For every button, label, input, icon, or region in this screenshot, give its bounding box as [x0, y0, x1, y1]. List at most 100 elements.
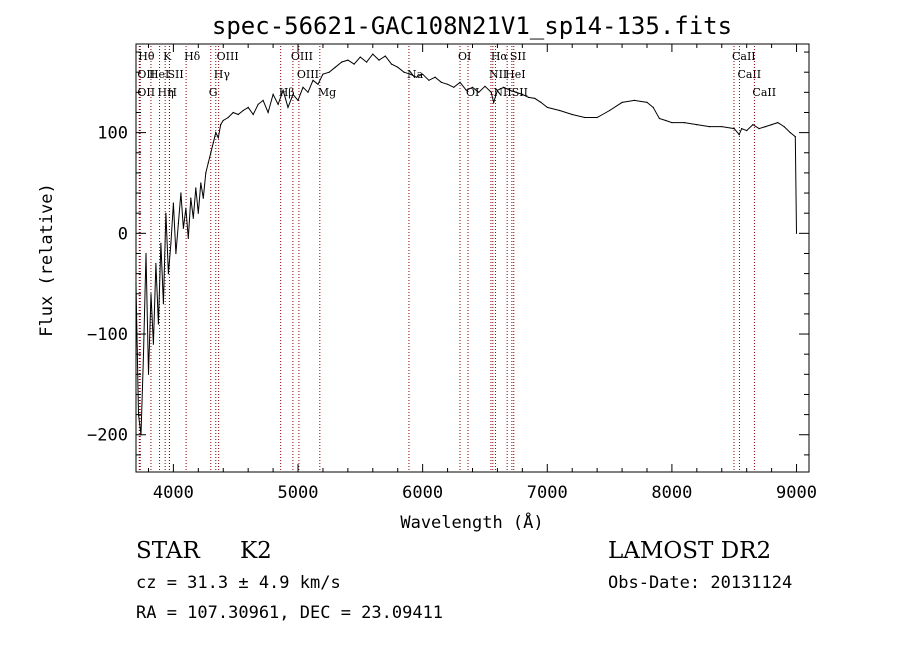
y-axis: −200 −100 0 100	[87, 51, 809, 456]
y-axis-label: Flux (relative)	[37, 183, 57, 337]
data-point	[207, 162, 209, 164]
data-point	[528, 96, 530, 98]
data-point	[262, 99, 264, 101]
x-tick-label: 6000	[402, 483, 443, 503]
data-point	[794, 136, 796, 138]
line-marker-label: H	[167, 86, 177, 99]
line-marker-label: Hη	[158, 86, 174, 99]
line-marker-label: SII	[512, 86, 528, 99]
data-point	[317, 83, 319, 85]
data-point	[758, 128, 760, 130]
data-point	[302, 86, 304, 88]
data-point	[696, 124, 698, 126]
observation-date: Obs-Date: 20131124	[608, 573, 793, 593]
x-tick-label: 7000	[527, 483, 568, 503]
object-class: STAR	[136, 538, 200, 564]
data-point	[145, 252, 147, 255]
line-marker-label: OIII	[297, 68, 319, 81]
data-point	[459, 81, 461, 83]
data-point	[540, 101, 542, 103]
data-point	[415, 76, 417, 78]
data-point	[287, 106, 289, 108]
data-point	[353, 63, 355, 65]
data-point	[170, 242, 172, 244]
data-point	[180, 192, 182, 194]
data-point	[247, 106, 249, 108]
spectrum-line	[135, 53, 797, 435]
data-point	[390, 63, 393, 65]
line-marker-label: Mg	[318, 86, 336, 99]
data-point	[509, 89, 511, 91]
y-tick-label: −100	[87, 325, 128, 345]
x-axis-label: Wavelength (Å)	[400, 511, 543, 533]
x-axis: 4000 5000 6000 7000 8000 9000	[147, 44, 817, 503]
data-point	[252, 113, 254, 116]
data-point	[652, 106, 654, 108]
chart-title: spec-56621-GAC108N21V1_sp14-135.fits	[212, 12, 732, 40]
line-marker-label: K	[163, 50, 172, 63]
data-point	[515, 91, 517, 93]
data-point	[771, 124, 773, 126]
data-point	[671, 122, 673, 124]
data-point	[708, 126, 710, 128]
data-point	[190, 197, 192, 199]
data-point	[147, 373, 150, 375]
data-point	[738, 134, 740, 136]
data-point	[202, 197, 204, 199]
y-tick-label: 100	[97, 124, 128, 144]
data-point	[596, 116, 598, 119]
data-point	[237, 113, 239, 116]
line-marker-label: SII	[510, 50, 526, 63]
data-point	[471, 86, 474, 88]
data-point	[409, 73, 411, 75]
data-point	[646, 101, 648, 103]
data-point	[366, 61, 368, 63]
data-point	[721, 126, 723, 128]
data-point	[397, 66, 399, 68]
data-point	[160, 242, 162, 244]
data-point	[546, 106, 548, 108]
data-point	[559, 109, 561, 112]
x-tick-label: 5000	[278, 483, 319, 503]
line-marker-label: Hβ	[279, 86, 295, 99]
data-point	[764, 126, 767, 128]
line-markers: HθOIIOIIHeIHηKHSIIHδGHγOIIIHβOIIIOIIIMgN…	[137, 46, 776, 472]
data-point	[182, 227, 184, 229]
line-marker-label: G	[209, 86, 218, 99]
line-marker-label: HeI	[505, 68, 525, 81]
data-point	[521, 93, 524, 95]
data-point	[167, 273, 169, 275]
data-point	[372, 53, 374, 55]
data-point	[447, 83, 449, 85]
data-point	[359, 56, 361, 58]
data-point	[282, 89, 284, 91]
data-point	[172, 202, 174, 204]
data-point	[222, 119, 224, 122]
data-point	[227, 116, 229, 119]
line-marker-label: Hδ	[184, 50, 201, 63]
line-marker-label: OIII	[291, 50, 313, 63]
data-point	[322, 73, 324, 75]
data-point	[200, 182, 202, 184]
data-point	[257, 103, 259, 105]
data-point	[795, 232, 798, 234]
data-point	[177, 222, 179, 224]
data-point	[197, 212, 199, 214]
data-point	[347, 59, 349, 61]
data-point	[187, 237, 189, 239]
data-point	[440, 81, 442, 83]
data-point	[777, 122, 779, 124]
data-point	[490, 91, 492, 93]
data-point	[341, 61, 343, 63]
data-point	[297, 99, 299, 101]
coordinates: RA = 107.30961, DEC = 23.09411	[136, 603, 444, 623]
data-point	[272, 93, 274, 95]
data-point	[192, 217, 194, 219]
data-point	[215, 132, 217, 134]
data-point	[484, 85, 486, 87]
x-tick-label: 4000	[153, 483, 194, 503]
data-point	[621, 101, 623, 103]
data-point	[378, 59, 380, 61]
data-point	[292, 93, 294, 95]
